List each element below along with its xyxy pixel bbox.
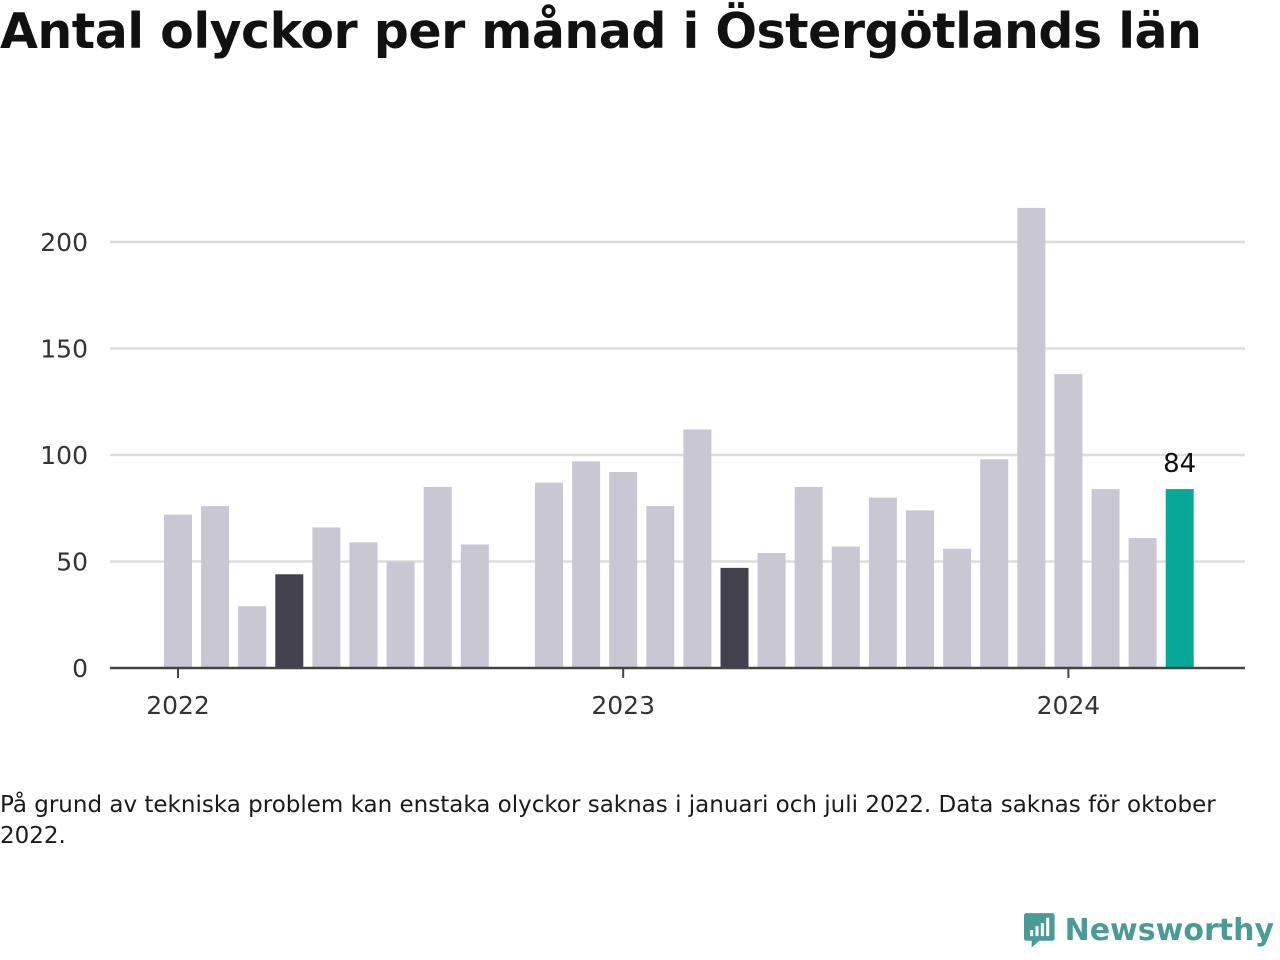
x-tick-label: 2024: [1037, 691, 1101, 720]
bar-2022-02: [201, 506, 230, 668]
y-tick-label: 0: [72, 654, 88, 683]
bar-chart: 0 50 100 150 200 2022 2023 2024 84: [40, 207, 1245, 720]
x-axis: 2022 2023 2024: [110, 666, 1245, 720]
bar-2022-05: [312, 527, 341, 668]
bar-2022-08: [423, 486, 452, 668]
y-tick-label: 100: [40, 441, 88, 470]
bar-2023-08: [868, 497, 897, 668]
bar-2023-01: [609, 472, 638, 668]
data-label: 84: [1163, 449, 1196, 479]
x-tick-label: 2023: [591, 691, 655, 720]
bar-2022-01: [164, 514, 192, 668]
bar-2023-09: [906, 510, 934, 668]
bar-2024-04: [1165, 489, 1194, 668]
brand-name: Newsworthy: [1064, 912, 1274, 948]
bar-2022-04: [275, 574, 304, 668]
bar-2024-01: [1054, 374, 1083, 668]
data-labels: 84: [1163, 449, 1196, 479]
bar-2022-06: [349, 542, 378, 668]
newsworthy-chart-bubble-icon: [1024, 913, 1055, 948]
footnote: På grund av tekniska problem kan enstaka…: [0, 792, 1216, 849]
bar-2024-02: [1091, 489, 1120, 668]
bar-2022-12: [572, 461, 601, 668]
bar-2023-11: [980, 459, 1009, 668]
bar-2022-07: [386, 561, 415, 668]
y-tick-label: 50: [56, 548, 88, 577]
bar-2023-03: [683, 429, 712, 668]
bar-2023-12: [1017, 207, 1046, 669]
bars: [164, 207, 1194, 669]
bar-2023-04: [720, 567, 749, 668]
bar-2023-02: [646, 506, 675, 668]
bar-2022-11: [535, 482, 563, 668]
y-tick-labels: 0 50 100 150 200: [40, 228, 88, 683]
bar-2022-03: [238, 606, 267, 668]
bar-2023-05: [757, 552, 786, 668]
bar-2024-03: [1128, 538, 1157, 668]
chart-title: Antal olyckor per månad i Östergötlands …: [0, 3, 1202, 60]
bar-2023-07: [831, 546, 860, 668]
y-tick-label: 200: [40, 228, 88, 257]
y-tick-label: 150: [40, 335, 88, 364]
bar-2023-10: [943, 548, 972, 668]
x-tick-label: 2022: [146, 691, 210, 720]
newsworthy-brand[interactable]: Newsworthy: [1024, 904, 1274, 956]
bar-2023-06: [794, 486, 823, 668]
bar-2022-09: [460, 544, 489, 668]
